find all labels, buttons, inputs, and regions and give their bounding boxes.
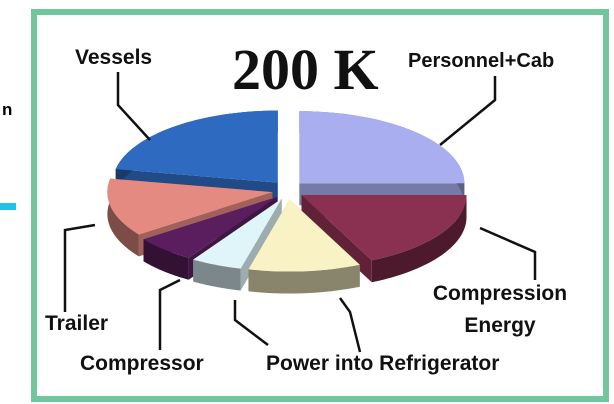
leader: [63, 223, 96, 312]
slice-label: Vessels: [75, 46, 153, 69]
slice-label: Personnel+Cab: [408, 50, 555, 72]
leader: [439, 76, 497, 146]
leader: [116, 72, 151, 141]
slice: [143, 196, 278, 258]
slice: [301, 195, 467, 261]
slice-side: [193, 259, 241, 291]
side-bar: [0, 203, 16, 210]
slice-label: Trailer: [45, 312, 109, 335]
slice-side: [143, 239, 189, 280]
side-text: n: [2, 100, 13, 119]
slice-label: Compressor: [80, 352, 204, 375]
slice: [193, 198, 282, 269]
slice-label: Power into Refrigerator: [266, 352, 500, 375]
slice: [299, 111, 465, 184]
leader: [233, 300, 269, 346]
slice-label: Compression Energy: [432, 282, 568, 337]
slice-side: [248, 264, 360, 294]
pie: [107, 110, 467, 294]
leader: [158, 278, 181, 350]
chart-title: 200 K: [232, 37, 379, 102]
leader-lines: [63, 72, 537, 353]
slice: [115, 110, 278, 183]
leader: [338, 297, 362, 353]
slice-side: [371, 195, 467, 283]
leader: [479, 226, 537, 280]
slice: [107, 178, 273, 235]
slice: [248, 199, 360, 272]
slice-side: [107, 178, 139, 257]
frame: [31, 9, 609, 402]
